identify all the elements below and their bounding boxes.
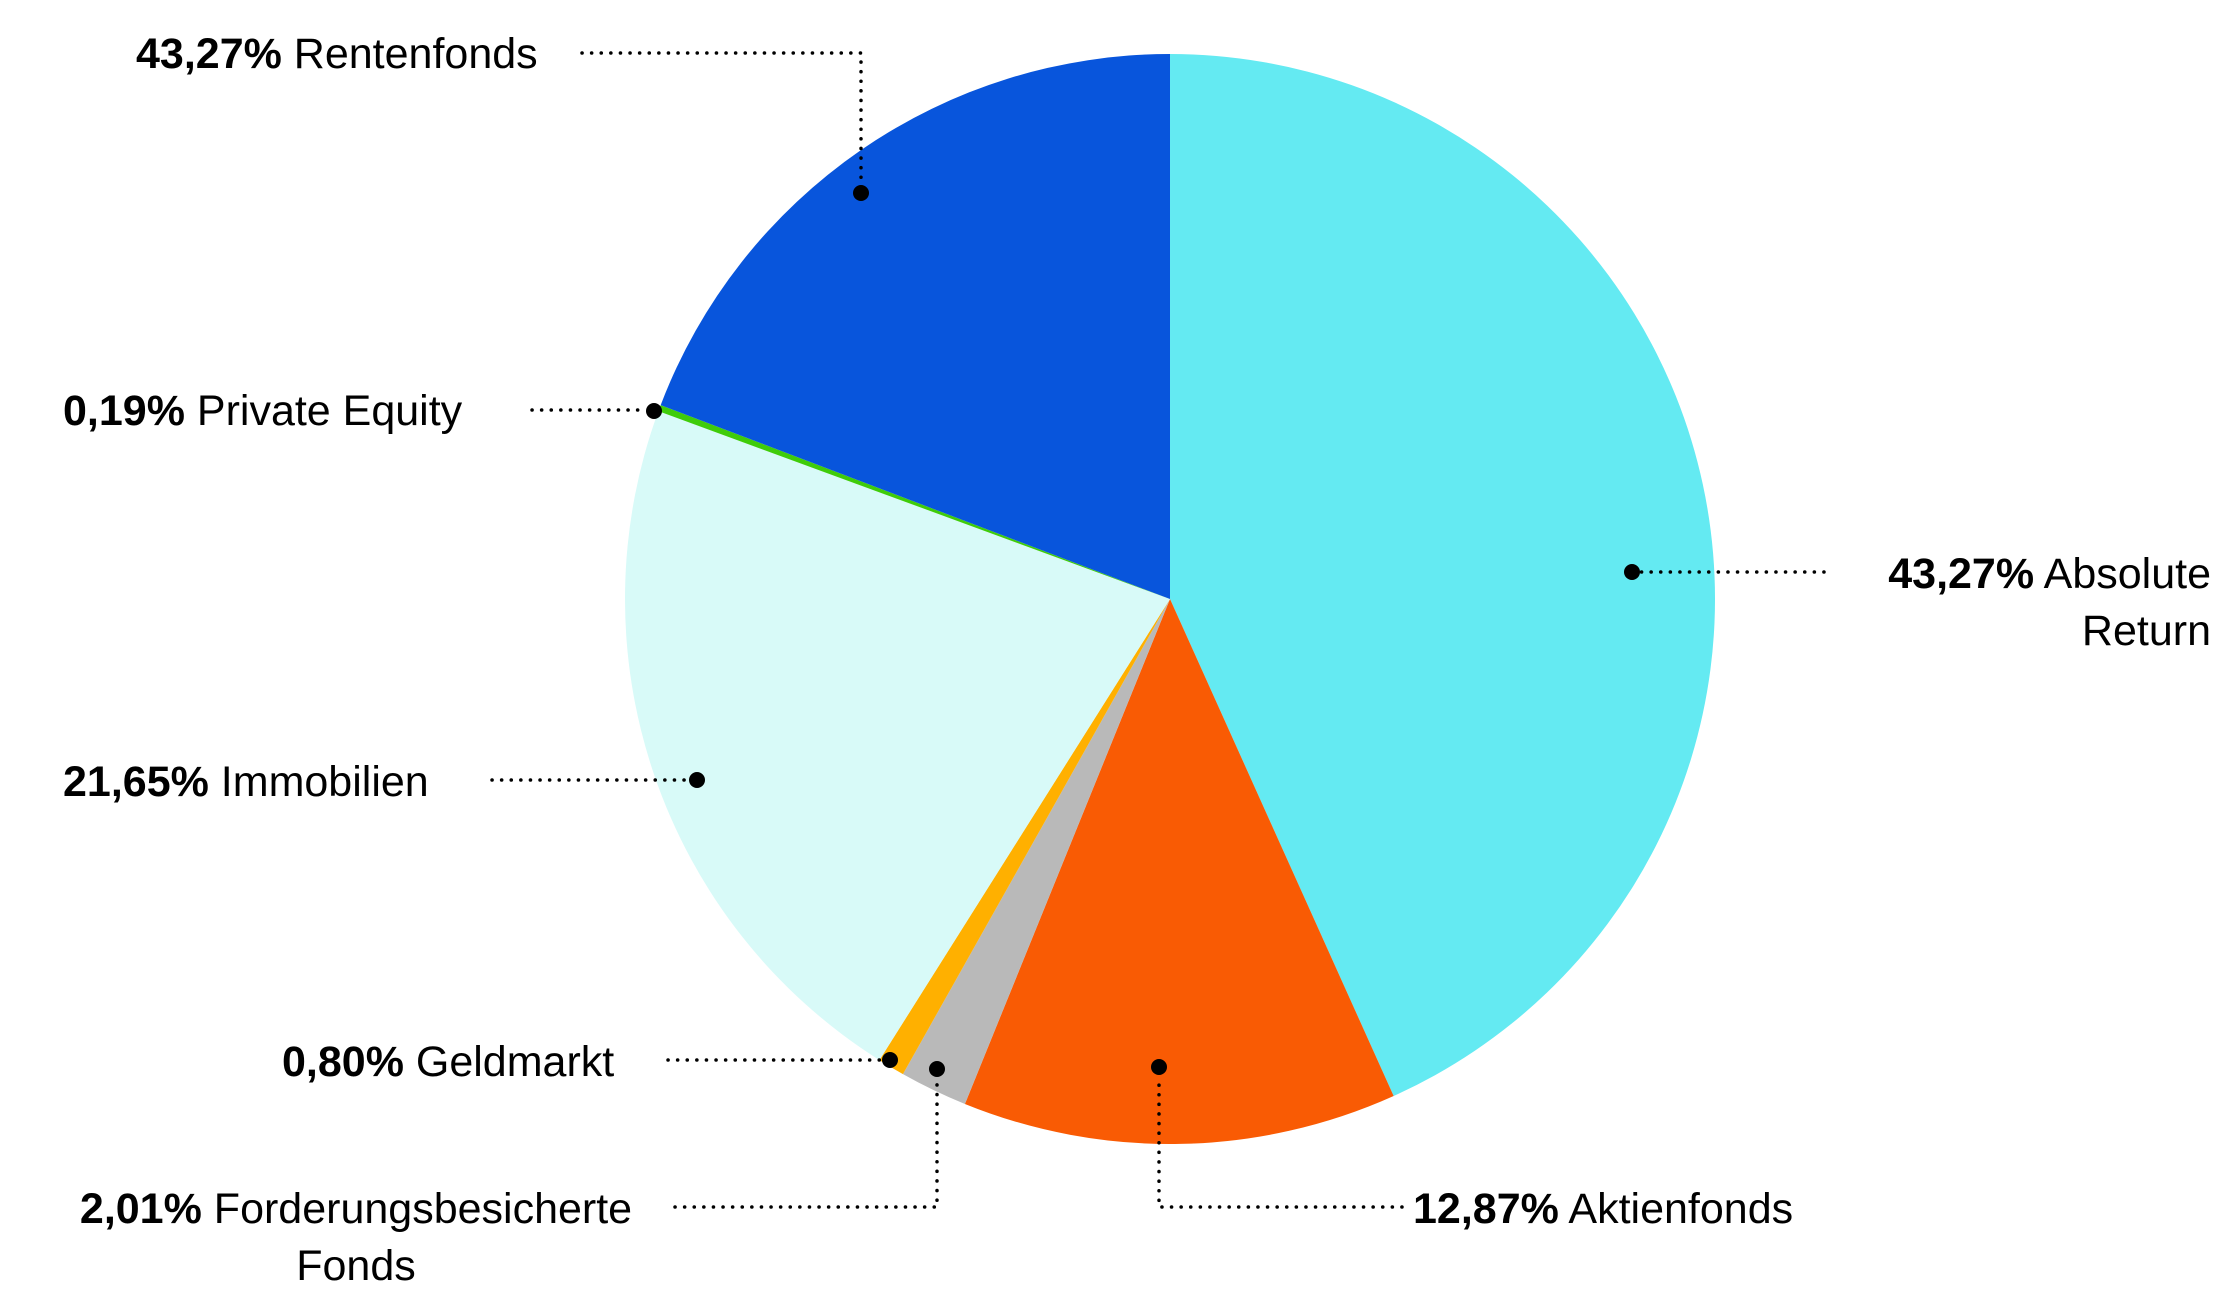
leader-dot-immobilien (689, 772, 705, 788)
leader-dot-aktienfonds (1151, 1059, 1167, 1075)
pie-slice-rentenfonds (660, 54, 1170, 599)
label-rentenfonds: 43,27% Rentenfonds (136, 26, 538, 83)
leader-dot-rentenfonds (853, 185, 869, 201)
pie-slice-immobilien (625, 411, 1170, 1061)
pie-slice-geldmarkt (879, 599, 1170, 1075)
name-immobilien: Immobilien (220, 758, 429, 806)
name-geldmarkt: Geldmarkt (415, 1038, 615, 1086)
name-absolute-return: Absolute Return (2043, 550, 2211, 655)
label-forderungsbesicherte-fonds: 2,01% Forderungsbesicherte Fonds (36, 1181, 676, 1292)
leader-dot-forderungsbesicherte-fonds (929, 1061, 945, 1077)
label-aktienfonds: 12,87% Aktienfonds (1413, 1181, 1793, 1238)
pie-slice-private-equity (658, 405, 1170, 599)
leader-line-rentenfonds (580, 51, 863, 184)
label-immobilien: 21,65% Immobilien (63, 754, 429, 811)
percent-geldmarkt: 0,80% (282, 1038, 404, 1086)
percent-aktienfonds: 12,87% (1413, 1185, 1559, 1233)
name-forderungsbesicherte-fonds: Forderungsbesicherte Fonds (213, 1185, 633, 1290)
name-aktienfonds: Aktienfonds (1568, 1185, 1794, 1233)
percent-forderungsbesicherte-fonds: 2,01% (79, 1185, 202, 1233)
leader-dot-geldmarkt (882, 1052, 898, 1068)
leader-line-forderungsbesicherte-fonds (673, 1080, 939, 1209)
leader-dot-absolute-return (1624, 564, 1640, 580)
name-rentenfonds: Rentenfonds (293, 30, 538, 78)
label-geldmarkt: 0,80% Geldmarkt (282, 1034, 614, 1091)
percent-rentenfonds: 43,27% (136, 30, 282, 78)
pie-slice-aktienfonds (964, 599, 1394, 1145)
pie-slice-forderungsbesicherte-fonds (902, 599, 1170, 1104)
percent-absolute-return: 43,27% (1888, 550, 2035, 598)
leader-dot-private-equity (646, 403, 662, 419)
percent-immobilien: 21,65% (63, 758, 209, 806)
percent-private-equity: 0,19% (63, 387, 185, 435)
leader-line-aktienfonds (1157, 1078, 1404, 1209)
label-private-equity: 0,19% Private Equity (63, 383, 462, 440)
pie-slice-absolute-return (1170, 53, 1716, 1096)
label-absolute-return: 43,27% Absolute Return (1833, 546, 2211, 660)
name-private-equity: Private Equity (196, 387, 463, 435)
